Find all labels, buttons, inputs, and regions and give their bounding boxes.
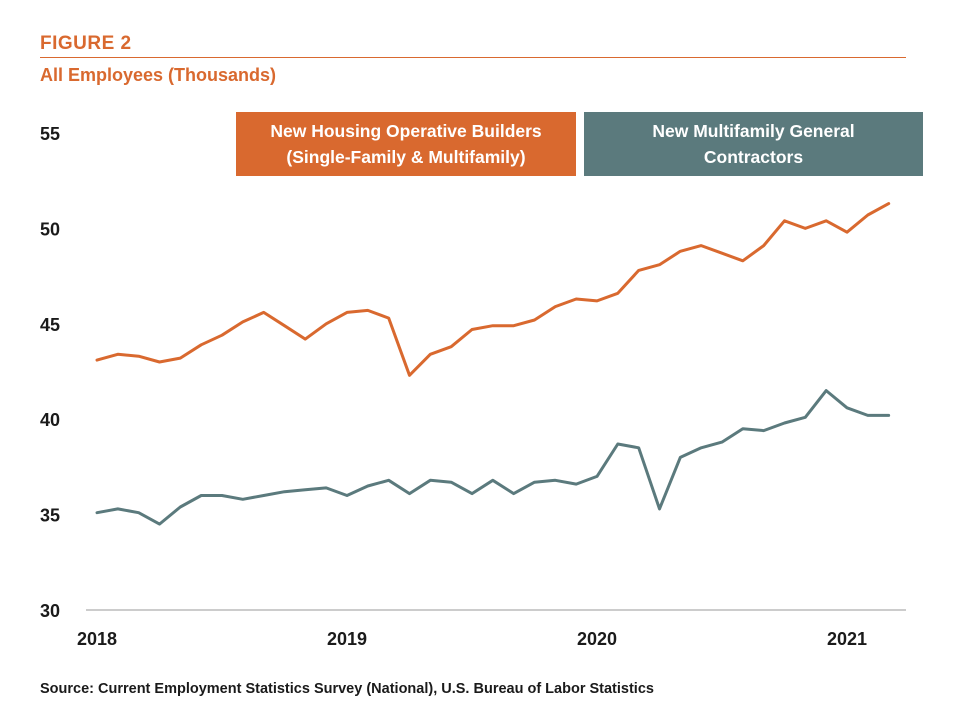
- title-divider: [40, 57, 906, 58]
- y-tick-label: 35: [40, 506, 60, 526]
- series-line-operative-builders: [95, 202, 891, 377]
- chart-subtitle: All Employees (Thousands): [40, 65, 277, 85]
- legend-item-multifamily-contractors: New Multifamily General Contractors: [584, 112, 923, 176]
- legend-label-line: New Housing Operative Builders: [270, 121, 542, 141]
- x-tick-label: 2021: [827, 629, 867, 649]
- figure-label: FIGURE 2: [40, 33, 132, 54]
- y-tick-label: 30: [40, 601, 60, 621]
- y-tick-label: 45: [40, 315, 60, 335]
- y-tick-label: 50: [40, 219, 60, 239]
- legend-label-line: Contractors: [703, 147, 804, 167]
- x-tick-label: 2020: [577, 629, 617, 649]
- y-tick-label: 40: [40, 410, 60, 430]
- series-line-multifamily-contractors: [95, 389, 891, 526]
- y-tick-label: 55: [40, 124, 60, 144]
- x-tick-label: 2019: [327, 629, 367, 649]
- legend-label-line: (Single-Family & Multifamily): [286, 147, 526, 167]
- legend-label-line: New Multifamily General: [652, 121, 855, 141]
- x-tick-label: 2018: [77, 629, 117, 649]
- source-note: Source: Current Employment Statistics Su…: [40, 681, 654, 697]
- legend-item-operative-builders: New Housing Operative Builders (Single-F…: [236, 112, 576, 176]
